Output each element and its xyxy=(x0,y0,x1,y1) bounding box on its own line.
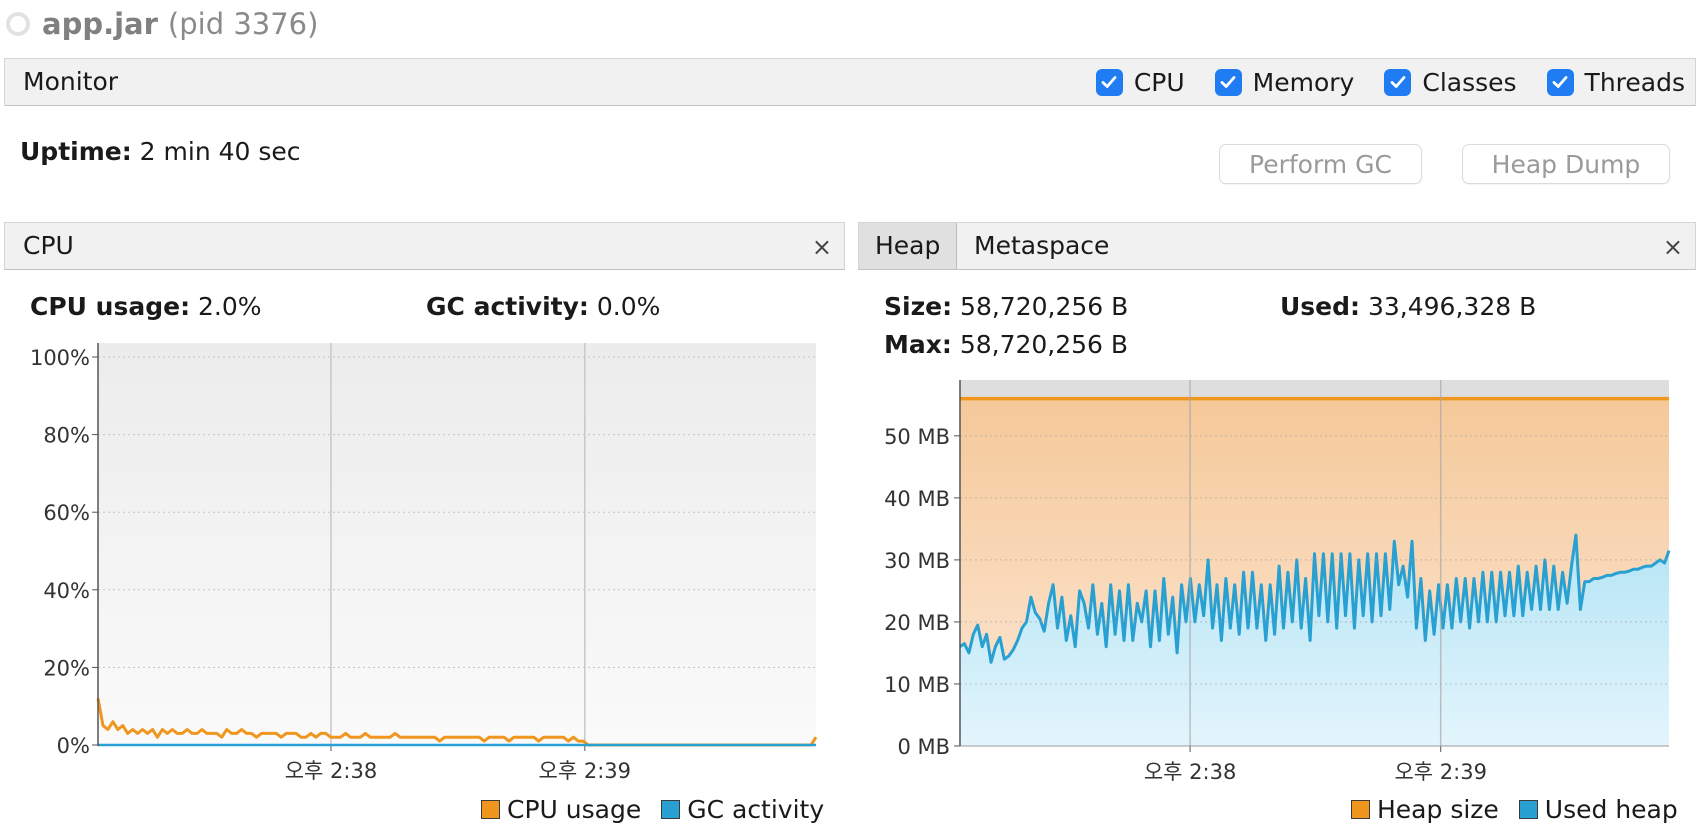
checkmark-icon[interactable] xyxy=(1214,68,1242,96)
heap-used-stat: Used: 33,496,328 B xyxy=(1280,292,1536,321)
cpu-legend: CPU usage GC activity xyxy=(481,795,824,824)
heap-y-tick-label: 20 MB xyxy=(884,611,950,635)
legend-heap-size: Heap size xyxy=(1351,795,1499,824)
close-icon[interactable]: × xyxy=(811,233,832,261)
cpu-y-tick-label: 40% xyxy=(43,579,90,603)
classes-checkbox[interactable]: Classes xyxy=(1384,67,1517,97)
cpu-y-tick-label: 100% xyxy=(30,346,90,370)
legend-cpu-usage: CPU usage xyxy=(481,795,641,824)
cpu-usage-stat: CPU usage: 2.0% xyxy=(30,292,262,321)
window-title-row: app.jar (pid 3376) xyxy=(6,6,318,42)
threads-checkbox-label: Threads xyxy=(1584,67,1685,97)
perform-gc-button[interactable]: Perform GC xyxy=(1219,144,1422,184)
legend-swatch xyxy=(661,800,681,819)
heap-y-tick-label: 0 MB xyxy=(897,735,950,759)
memory-checkbox[interactable]: Memory xyxy=(1214,67,1355,97)
heap-used-label: Used: xyxy=(1280,292,1361,321)
uptime-value: 2 min 40 sec xyxy=(139,137,301,166)
legend-used-heap: Used heap xyxy=(1518,795,1678,824)
heap-size-label: Size: xyxy=(884,292,953,321)
heap-max-value: 58,720,256 B xyxy=(959,330,1129,359)
cpu-checkbox[interactable]: CPU xyxy=(1095,67,1185,97)
monitor-title: Monitor xyxy=(23,67,119,96)
heap-panel-header: Heap Metaspace × xyxy=(858,222,1696,270)
loading-spinner-icon xyxy=(6,12,30,36)
cpu-y-tick-label: 0% xyxy=(57,734,90,758)
cpu-y-tick-label: 60% xyxy=(43,501,90,525)
cpu-chart: 100% 80% 60% 40% 20% 0% 오후 2:38 오후 2:39 xyxy=(30,343,818,783)
app-name: app.jar xyxy=(42,7,158,41)
monitor-checkbox-group: CPU Memory Classes Threads xyxy=(1066,59,1685,105)
gc-activity-value: 0.0% xyxy=(596,292,661,321)
tab-heap[interactable]: Heap xyxy=(859,223,958,269)
memory-checkbox-label: Memory xyxy=(1252,67,1355,97)
heap-dump-button[interactable]: Heap Dump xyxy=(1462,144,1670,184)
process-id: (pid 3376) xyxy=(167,7,319,41)
cpu-x-tick-label: 오후 2:38 xyxy=(285,759,377,783)
legend-swatch xyxy=(1518,800,1538,819)
cpu-plot-background xyxy=(98,343,816,745)
legend-swatch xyxy=(481,800,500,819)
cpu-x-tick-label: 오후 2:39 xyxy=(539,759,631,783)
uptime-readout: Uptime: 2 min 40 sec xyxy=(20,137,301,166)
legend-label: Heap size xyxy=(1377,795,1499,824)
legend-label: CPU usage xyxy=(507,795,642,824)
legend-gc-activity: GC activity xyxy=(661,795,824,824)
uptime-label: Uptime: xyxy=(20,137,132,166)
heap-used-value: 33,496,328 B xyxy=(1367,292,1537,321)
close-icon[interactable]: × xyxy=(1662,233,1683,261)
classes-checkbox-label: Classes xyxy=(1422,67,1517,97)
cpu-panel-title: CPU xyxy=(23,231,74,260)
checkmark-icon[interactable] xyxy=(1095,68,1123,96)
gc-activity-stat: GC activity: 0.0% xyxy=(426,292,660,321)
heap-size-stat: Size: 58,720,256 B xyxy=(884,292,1128,321)
cpu-y-tick-label: 80% xyxy=(43,424,90,448)
heap-y-tick-label: 50 MB xyxy=(884,425,950,449)
legend-swatch xyxy=(1351,800,1370,819)
legend-label: GC activity xyxy=(687,795,825,824)
used-heap-line xyxy=(959,533,1671,664)
heap-size-value: 58,720,256 B xyxy=(960,292,1129,321)
heap-y-tick-label: 40 MB xyxy=(884,487,950,511)
checkmark-icon[interactable] xyxy=(1384,68,1412,96)
tab-metaspace[interactable]: Metaspace xyxy=(974,231,1110,260)
heap-y-tick-label: 30 MB xyxy=(884,549,950,573)
heap-chart: 50 MB 40 MB 30 MB 20 MB 10 MB 0 MB 오후 2:38 오후 2… xyxy=(884,380,1671,784)
cpu-usage-value: 2.0% xyxy=(198,292,262,321)
checkmark-icon[interactable] xyxy=(1546,68,1574,96)
cpu-checkbox-label: CPU xyxy=(1133,67,1185,97)
heap-y-tick-label: 10 MB xyxy=(884,673,950,697)
gc-activity-label: GC activity: xyxy=(426,292,589,321)
heap-x-tick-label: 오후 2:38 xyxy=(1144,760,1236,784)
cpu-y-tick-label: 20% xyxy=(43,656,90,680)
monitor-header: Monitor CPU Memory Classes Threads xyxy=(4,58,1696,106)
cpu-usage-label: CPU usage: xyxy=(30,292,191,321)
heap-max-stat: Max: 58,720,256 B xyxy=(884,330,1128,359)
heap-x-tick-label: 오후 2:39 xyxy=(1394,760,1486,784)
cpu-panel-header: CPU × xyxy=(4,222,845,270)
legend-label: Used heap xyxy=(1544,795,1678,824)
heap-legend: Heap size Used heap xyxy=(1351,795,1678,824)
heap-max-label: Max: xyxy=(884,330,952,359)
threads-checkbox[interactable]: Threads xyxy=(1546,67,1685,97)
